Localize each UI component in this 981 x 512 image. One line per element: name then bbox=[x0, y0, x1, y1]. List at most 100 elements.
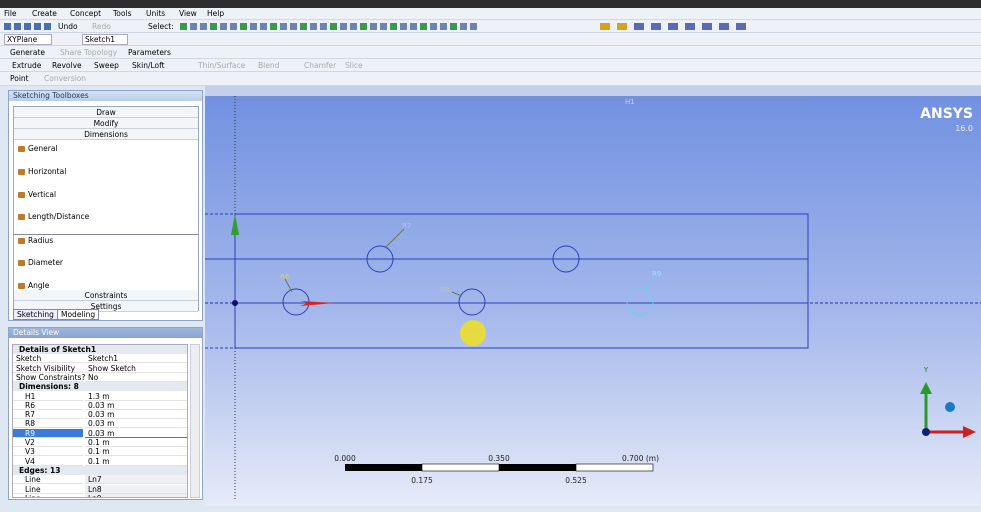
details-value[interactable]: Ln8 bbox=[85, 484, 187, 494]
menu-item[interactable]: View bbox=[179, 9, 197, 18]
tool-icon[interactable] bbox=[350, 23, 357, 30]
tool-icon[interactable] bbox=[180, 23, 187, 30]
details-value[interactable]: Ln7 bbox=[85, 475, 187, 485]
details-key[interactable]: V3 bbox=[13, 447, 83, 457]
details-key[interactable]: H1 bbox=[13, 392, 83, 401]
tool-icon[interactable] bbox=[440, 23, 447, 30]
menu-item[interactable]: Concept bbox=[70, 9, 102, 18]
tool-icon[interactable] bbox=[14, 23, 21, 30]
tool-icon[interactable] bbox=[420, 23, 427, 30]
menu-item[interactable]: Help bbox=[207, 9, 225, 18]
toolbar-button[interactable]: Skin/Loft bbox=[132, 61, 165, 70]
sketch-dropdown[interactable]: Sketch1 bbox=[82, 34, 128, 45]
details-key[interactable]: Sketch Visibility bbox=[13, 364, 83, 373]
redo-button[interactable]: Redo bbox=[92, 22, 111, 31]
toolbar-button[interactable]: Parameters bbox=[128, 48, 171, 57]
toolbox-tool[interactable]: Horizontal bbox=[14, 166, 198, 177]
toolbar-button[interactable]: Thin/Surface bbox=[198, 61, 246, 70]
toolbox-tool[interactable]: Length/Distance bbox=[14, 211, 198, 222]
details-key[interactable]: R8 bbox=[13, 419, 83, 429]
toolbar-button[interactable]: Slice bbox=[345, 61, 363, 70]
tool-icon[interactable] bbox=[300, 23, 307, 30]
details-value[interactable]: No bbox=[85, 373, 187, 382]
details-key[interactable]: R9 bbox=[13, 428, 83, 438]
toolbar-button[interactable]: Share Topology bbox=[60, 48, 118, 57]
details-value[interactable]: Show Sketch bbox=[85, 364, 187, 373]
details-group[interactable]: Details of Sketch1 bbox=[13, 345, 187, 354]
tool-icon[interactable] bbox=[668, 23, 678, 30]
toolbox-tool[interactable]: Vertical bbox=[14, 189, 198, 200]
tool-icon[interactable] bbox=[617, 23, 627, 30]
details-key[interactable]: R6 bbox=[13, 401, 83, 410]
toolbox-tool[interactable]: Angle bbox=[14, 280, 198, 291]
toolbox-header[interactable]: Modify bbox=[14, 118, 198, 129]
scrollbar[interactable] bbox=[190, 344, 200, 498]
tool-icon[interactable] bbox=[24, 23, 31, 30]
tool-icon[interactable] bbox=[651, 23, 661, 30]
toolbar-button[interactable]: Revolve bbox=[52, 61, 82, 70]
details-value[interactable]: 1.3 m bbox=[85, 392, 187, 401]
tool-icon[interactable] bbox=[470, 23, 477, 30]
menu-item[interactable]: Units bbox=[146, 9, 166, 18]
tool-icon[interactable] bbox=[280, 23, 287, 30]
details-value[interactable]: 0.03 m bbox=[85, 410, 187, 420]
details-key[interactable]: Line bbox=[13, 475, 83, 485]
tool-icon[interactable] bbox=[450, 23, 457, 30]
tool-icon[interactable] bbox=[190, 23, 197, 30]
toolbox-header[interactable]: Dimensions bbox=[14, 129, 198, 140]
toolbox-tool[interactable]: Diameter bbox=[14, 257, 198, 268]
tool-icon[interactable] bbox=[4, 23, 11, 30]
tool-icon[interactable] bbox=[390, 23, 397, 30]
tool-icon[interactable] bbox=[230, 23, 237, 30]
menu-item[interactable]: Tools bbox=[113, 9, 132, 18]
panel-tab[interactable]: Sketching bbox=[13, 309, 58, 320]
tool-icon[interactable] bbox=[260, 23, 267, 30]
toolbox-header[interactable]: Constraints bbox=[14, 290, 198, 301]
tool-icon[interactable] bbox=[430, 23, 437, 30]
tool-icon[interactable] bbox=[380, 23, 387, 30]
details-key[interactable]: Line bbox=[13, 494, 83, 497]
details-key[interactable]: Sketch bbox=[13, 354, 83, 364]
tool-icon[interactable] bbox=[240, 23, 247, 30]
toolbar-button[interactable]: Sweep bbox=[94, 61, 119, 70]
tool-icon[interactable] bbox=[719, 23, 729, 30]
details-value[interactable]: 0.1 m bbox=[85, 438, 187, 447]
toolbar-button[interactable]: Generate bbox=[10, 48, 46, 57]
tool-icon[interactable] bbox=[220, 23, 227, 30]
tool-icon[interactable] bbox=[370, 23, 377, 30]
toolbar-button[interactable]: Point bbox=[10, 74, 29, 83]
toolbox-header[interactable]: Draw bbox=[14, 107, 198, 118]
toolbox-header[interactable]: Settings bbox=[14, 301, 198, 312]
tool-icon[interactable] bbox=[210, 23, 217, 30]
details-group[interactable]: Dimensions: 8 bbox=[13, 382, 187, 392]
details-group[interactable]: Edges: 13 bbox=[13, 465, 187, 475]
tool-icon[interactable] bbox=[34, 23, 41, 30]
tool-icon[interactable] bbox=[400, 23, 407, 30]
details-key[interactable]: Line bbox=[13, 485, 83, 494]
tool-icon[interactable] bbox=[44, 23, 51, 30]
menu-item[interactable]: File bbox=[4, 9, 17, 18]
tool-icon[interactable] bbox=[685, 23, 695, 30]
tool-icon[interactable] bbox=[270, 23, 277, 30]
details-key[interactable]: V2 bbox=[13, 438, 83, 447]
tool-icon[interactable] bbox=[290, 23, 297, 30]
details-value[interactable]: 0.1 m bbox=[85, 457, 187, 466]
tool-icon[interactable] bbox=[330, 23, 337, 30]
details-key[interactable]: V4 bbox=[13, 457, 83, 466]
tool-icon[interactable] bbox=[250, 23, 257, 30]
details-key[interactable]: Show Constraints? bbox=[13, 373, 85, 382]
tool-icon[interactable] bbox=[360, 23, 367, 30]
details-value[interactable]: Ln9 bbox=[85, 493, 187, 497]
toolbox-tool[interactable]: General bbox=[14, 143, 198, 154]
tool-icon[interactable] bbox=[460, 23, 467, 30]
plane-dropdown[interactable]: XYPlane bbox=[4, 34, 52, 45]
details-key[interactable]: R7 bbox=[13, 410, 83, 420]
panel-tab[interactable]: Modeling bbox=[57, 309, 100, 320]
tool-icon[interactable] bbox=[702, 23, 712, 30]
tool-icon[interactable] bbox=[600, 23, 610, 30]
tool-icon[interactable] bbox=[736, 23, 746, 30]
toolbar-button[interactable]: Blend bbox=[258, 61, 280, 70]
tool-icon[interactable] bbox=[340, 23, 347, 30]
details-value[interactable]: 0.03 m bbox=[85, 401, 187, 410]
toolbar-button[interactable]: Extrude bbox=[12, 61, 42, 70]
